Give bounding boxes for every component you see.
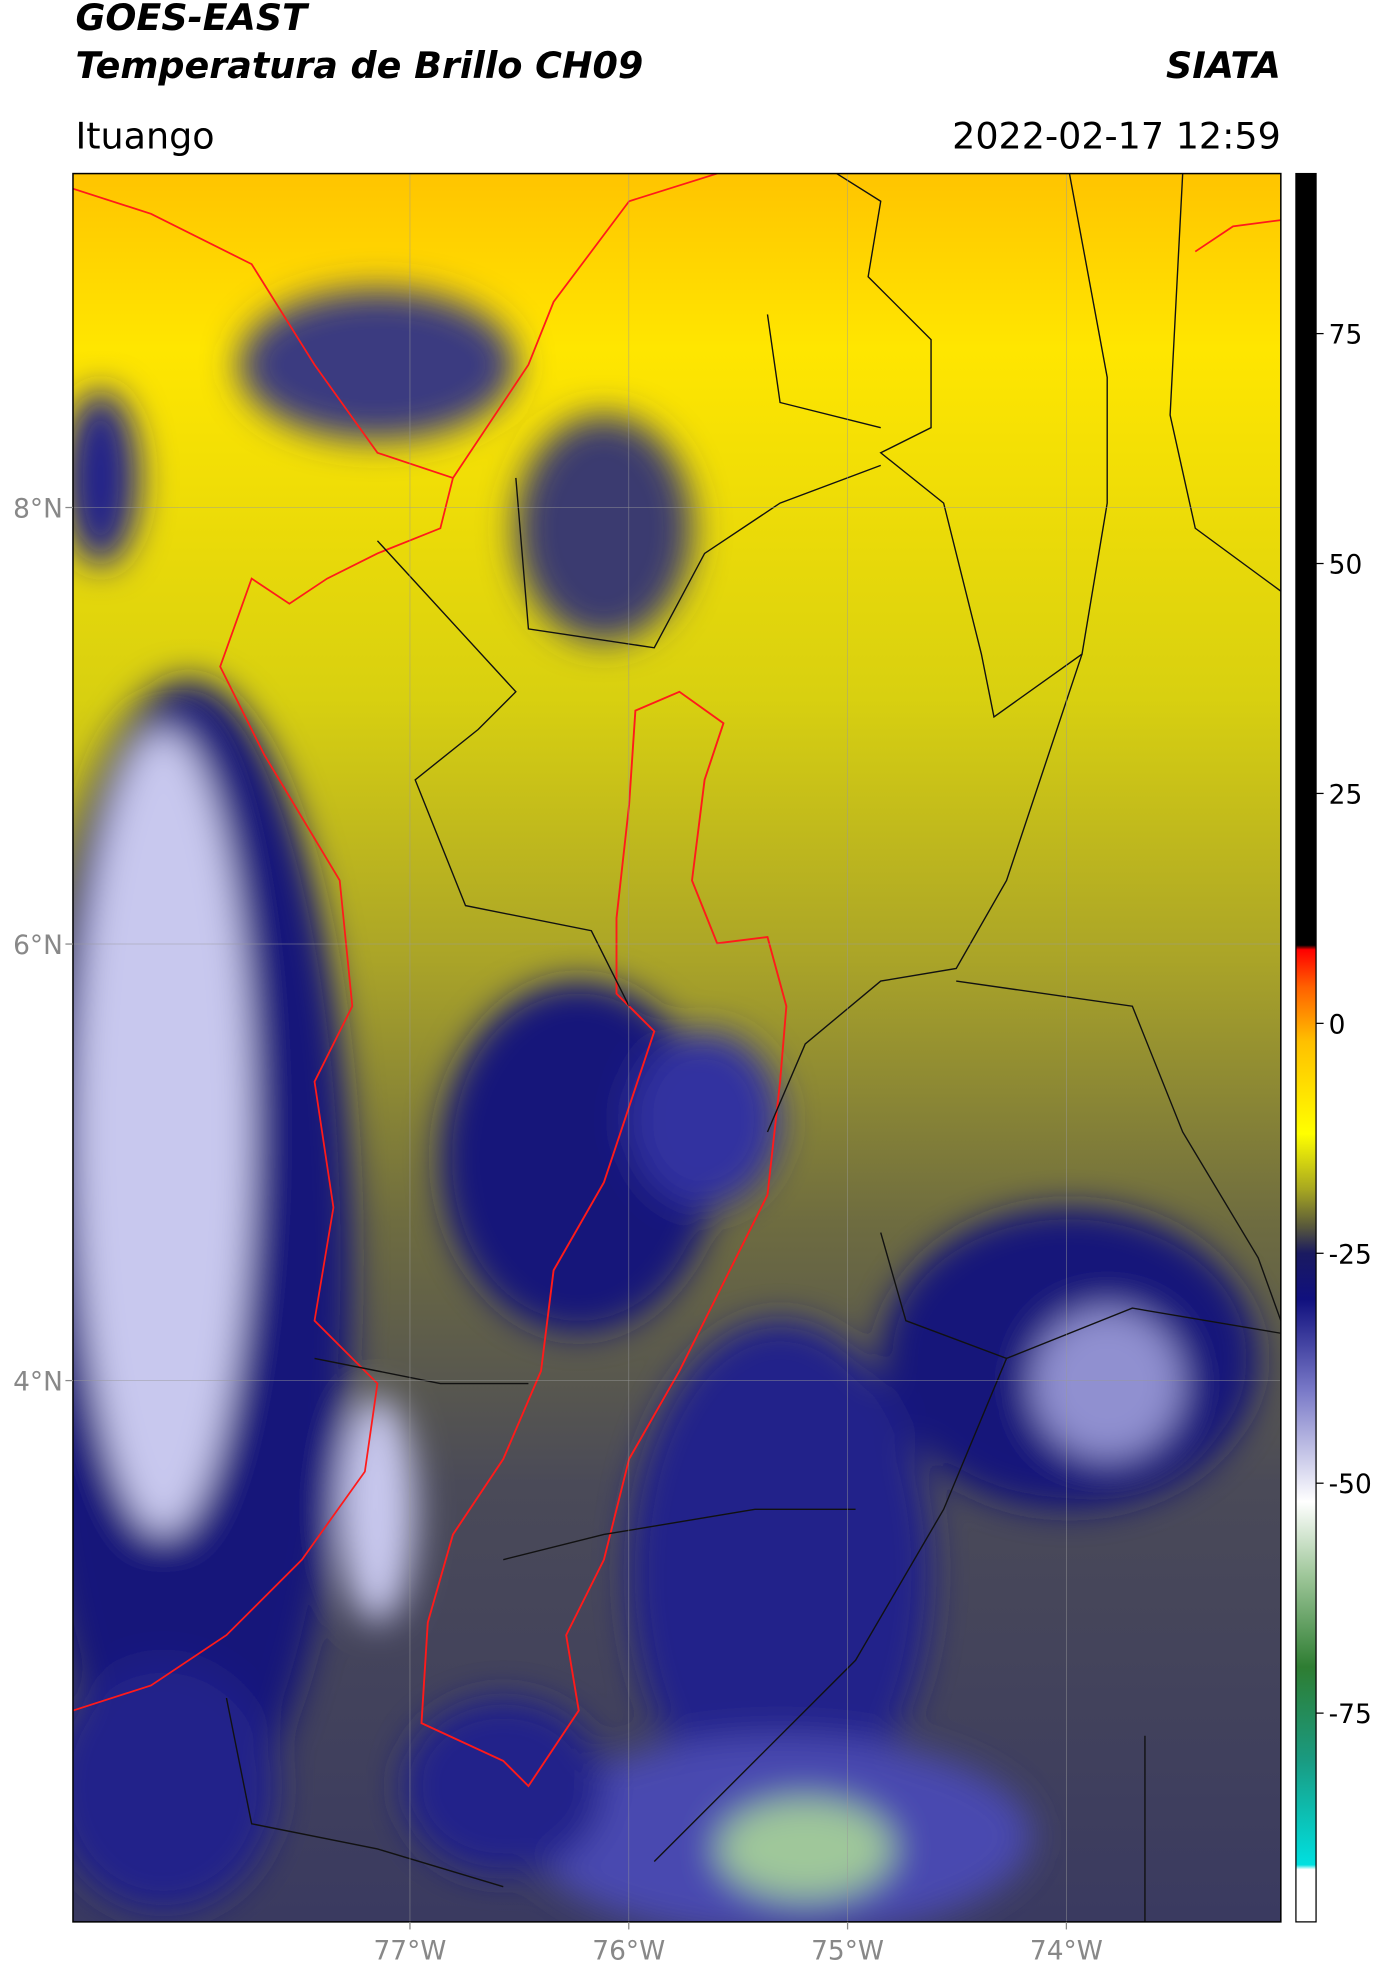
y-tick-label: 8°N: [13, 494, 63, 525]
y-tick-label: 4°N: [13, 1367, 63, 1398]
colorbar-tick-label: 75: [1329, 320, 1363, 351]
colorbar: [1295, 172, 1317, 1923]
grid: [72, 173, 1281, 1922]
colorbar-tick-label: -50: [1329, 1469, 1372, 1500]
x-tick-label: 75°W: [811, 1936, 884, 1967]
coastline: [1194, 219, 1281, 253]
x-tick-label: 76°W: [592, 1936, 665, 1967]
imagery: [72, 173, 1281, 1922]
coastline: [452, 173, 718, 479]
borders: [225, 173, 1281, 1922]
coastline: [72, 187, 454, 1712]
title: GOES-EAST: [75, 0, 310, 39]
location: Ituango: [75, 114, 214, 157]
colorbar-tick-label: -75: [1329, 1699, 1372, 1730]
colorbar-tick-label: 50: [1329, 550, 1363, 581]
y-tick-label: 6°N: [13, 930, 63, 961]
x-tick-label: 74°W: [1030, 1936, 1103, 1967]
x-tick-label: 77°W: [373, 1936, 446, 1967]
map-frame: [72, 172, 1282, 1923]
colorbar-tick-label: 25: [1329, 780, 1363, 811]
subtitle: Temperatura de Brillo CH09: [75, 44, 643, 87]
datetime: 2022-02-17 12:59: [952, 114, 1281, 157]
brand: SIATA: [1166, 44, 1281, 87]
colorbar-tick-label: 0: [1329, 1009, 1346, 1040]
colorbar-tick-label: -25: [1329, 1239, 1372, 1270]
